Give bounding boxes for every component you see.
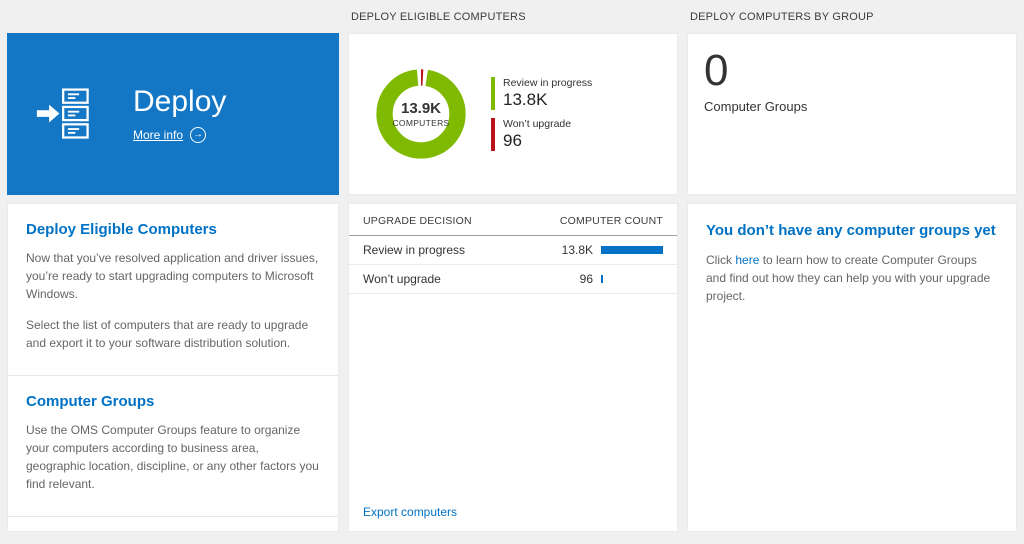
- row-label: Won’t upgrade: [363, 272, 441, 286]
- deploy-blade-tile[interactable]: Deploy More info →: [7, 33, 339, 195]
- export-computers-link[interactable]: Export computers: [363, 505, 458, 519]
- more-info-link[interactable]: More info →: [133, 127, 226, 143]
- no-groups-title: You don’t have any computer groups yet: [706, 222, 996, 239]
- row-count: 96: [579, 272, 593, 286]
- section-title: Computer Groups: [26, 393, 155, 410]
- deploy-info-panel: Deploy Eligible Computers Now that you’v…: [7, 203, 339, 532]
- table-row[interactable]: Won’t upgrade 96: [349, 265, 677, 294]
- section-paragraph: Select the list of computers that are re…: [26, 318, 309, 350]
- column-header-spacer: [7, 0, 339, 33]
- computer-groups-count: 0: [704, 46, 729, 95]
- section-header-deploy-eligible-computers: DEPLOY ELIGIBLE COMPUTERS: [351, 10, 526, 23]
- computer-groups-count-label: Computer Groups: [704, 98, 808, 114]
- panel-filler: [8, 517, 338, 531]
- deploy-dashboard: Deploy More info → Deploy Eligible Compu…: [7, 0, 1017, 532]
- text-after-link: to learn how to create Computer Groups a…: [706, 253, 991, 303]
- panel-filler: [349, 294, 677, 493]
- section-paragraph: Now that you’ve resolved application and…: [26, 251, 319, 301]
- row-bar-track: [601, 246, 663, 254]
- chart-legend: Review in progress 13.8K Won’t upgrade 9…: [491, 69, 592, 159]
- section-header-deploy-computers-by-group: DEPLOY COMPUTERS BY GROUP: [690, 10, 874, 23]
- column-eligible-computers: DEPLOY ELIGIBLE COMPUTERS 13.9K COMPUTER…: [348, 0, 678, 532]
- legend-value: 96: [503, 131, 522, 150]
- eligible-computers-chart-card: 13.9K COMPUTERS Review in progress 13.8K…: [348, 33, 678, 195]
- column-computers-by-group: DEPLOY COMPUTERS BY GROUP 0 Computer Gro…: [687, 0, 1017, 532]
- donut-chart-svg: [376, 69, 466, 159]
- legend-label: Won’t upgrade: [503, 118, 572, 130]
- arrow-right-circle-icon: →: [190, 127, 207, 143]
- table-header-row: UPGRADE DECISION COMPUTER COUNT: [349, 204, 677, 236]
- more-info-label: More info: [133, 128, 184, 142]
- no-groups-text: Click here to learn how to create Comput…: [706, 251, 998, 305]
- section-computer-groups: Computer Groups Use the OMS Computer Gro…: [8, 376, 338, 517]
- section-deploy-eligible-computers: Deploy Eligible Computers Now that you’v…: [8, 204, 338, 376]
- legend-label: Review in progress: [503, 77, 593, 89]
- column-header-upgrade-decision: UPGRADE DECISION: [363, 215, 472, 227]
- section-title: Deploy Eligible Computers: [26, 221, 217, 238]
- deploy-tile-text: Deploy More info →: [133, 85, 226, 143]
- legend-item-wont-upgrade: Won’t upgrade 96: [491, 118, 592, 151]
- deploy-tile-title: Deploy: [133, 85, 227, 118]
- section-paragraph: Use the OMS Computer Groups feature to o…: [26, 423, 319, 491]
- text-before-link: Click: [706, 253, 736, 267]
- deploy-icon: [36, 88, 89, 139]
- no-computer-groups-panel: You don’t have any computer groups yet C…: [687, 203, 1017, 532]
- row-bar-track: [601, 275, 663, 283]
- legend-value: 13.8K: [503, 90, 548, 109]
- upgrade-decision-table-card: UPGRADE DECISION COMPUTER COUNT Review i…: [348, 203, 678, 532]
- legend-item-review-in-progress: Review in progress 13.8K: [491, 77, 592, 110]
- count-bar: [601, 246, 663, 254]
- count-bar: [601, 275, 603, 283]
- column-deploy: Deploy More info → Deploy Eligible Compu…: [7, 0, 339, 532]
- computer-groups-count-card: 0 Computer Groups: [687, 33, 1017, 195]
- table-row[interactable]: Review in progress 13.8K: [349, 236, 677, 265]
- column-header-computer-count: COMPUTER COUNT: [559, 215, 663, 227]
- row-count: 13.8K: [561, 243, 593, 257]
- row-label: Review in progress: [363, 243, 466, 257]
- donut-chart[interactable]: 13.9K COMPUTERS: [373, 66, 469, 162]
- here-link[interactable]: here: [735, 253, 760, 267]
